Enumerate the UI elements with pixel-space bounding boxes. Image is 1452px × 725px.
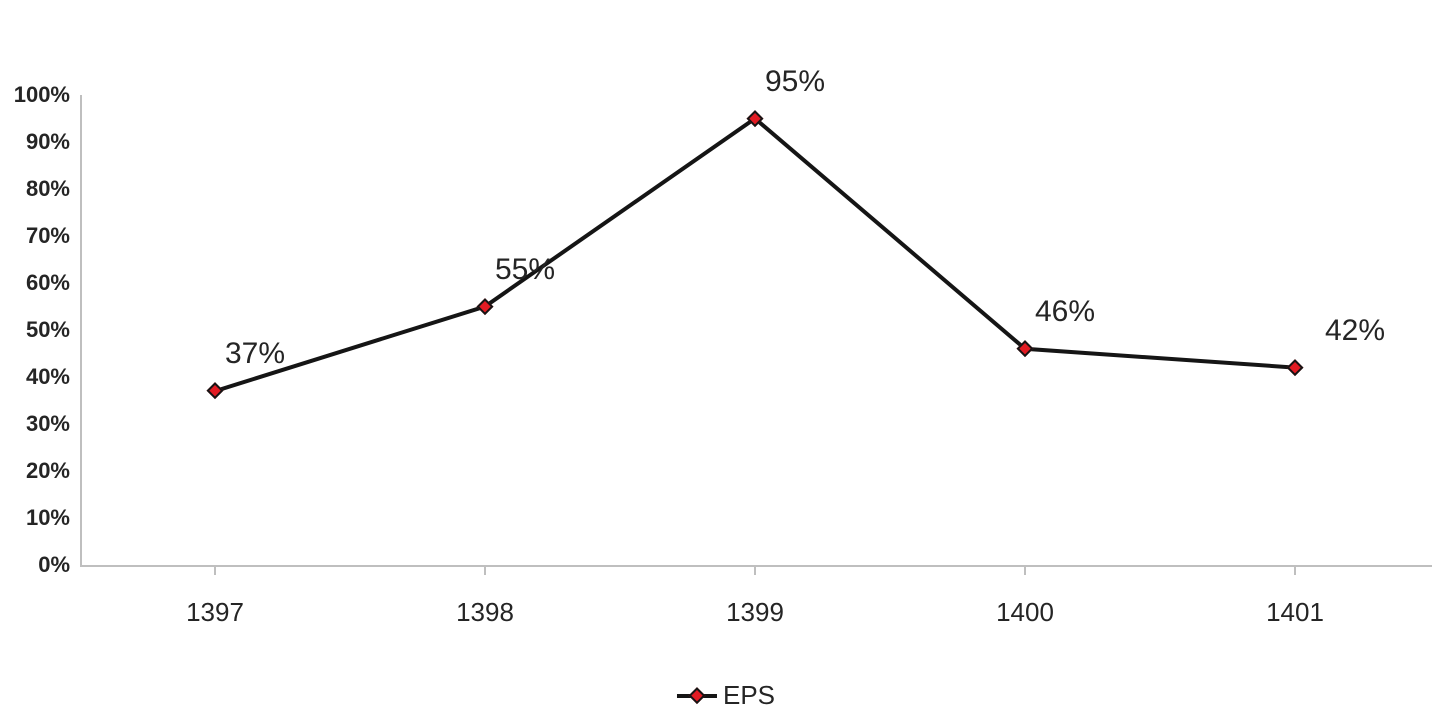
x-tick-label: 1398: [456, 597, 514, 628]
x-tick-label: 1399: [726, 597, 784, 628]
y-tick-label: 70%: [0, 223, 70, 249]
y-tick-label: 100%: [0, 82, 70, 108]
y-tick-label: 0%: [0, 552, 70, 578]
y-tick-label: 10%: [0, 505, 70, 531]
legend-swatch: [677, 689, 717, 703]
y-tick-label: 20%: [0, 458, 70, 484]
x-tick-mark: [1024, 565, 1026, 575]
legend-marker-icon: [688, 687, 706, 705]
legend: EPS: [677, 680, 775, 711]
data-label: 55%: [495, 253, 555, 287]
data-label: 95%: [765, 65, 825, 99]
x-tick-label: 1397: [186, 597, 244, 628]
x-tick-label: 1400: [996, 597, 1054, 628]
data-label: 46%: [1035, 295, 1095, 329]
y-tick-label: 30%: [0, 411, 70, 437]
data-label: 42%: [1325, 314, 1385, 348]
y-tick-label: 80%: [0, 176, 70, 202]
y-tick-label: 60%: [0, 270, 70, 296]
y-tick-label: 40%: [0, 364, 70, 390]
data-label: 37%: [225, 337, 285, 371]
eps-line-chart: EPS 0% 10% 20% 30% 40% 50% 60% 70% 80% 90% 100% 139…: [0, 0, 1452, 725]
y-tick-label: 90%: [0, 129, 70, 155]
legend-label: EPS: [723, 680, 775, 711]
x-tick-label: 1401: [1266, 597, 1324, 628]
x-tick-mark: [214, 565, 216, 575]
x-tick-mark: [1294, 565, 1296, 575]
x-tick-mark: [484, 565, 486, 575]
x-tick-mark: [754, 565, 756, 575]
y-tick-label: 50%: [0, 317, 70, 343]
